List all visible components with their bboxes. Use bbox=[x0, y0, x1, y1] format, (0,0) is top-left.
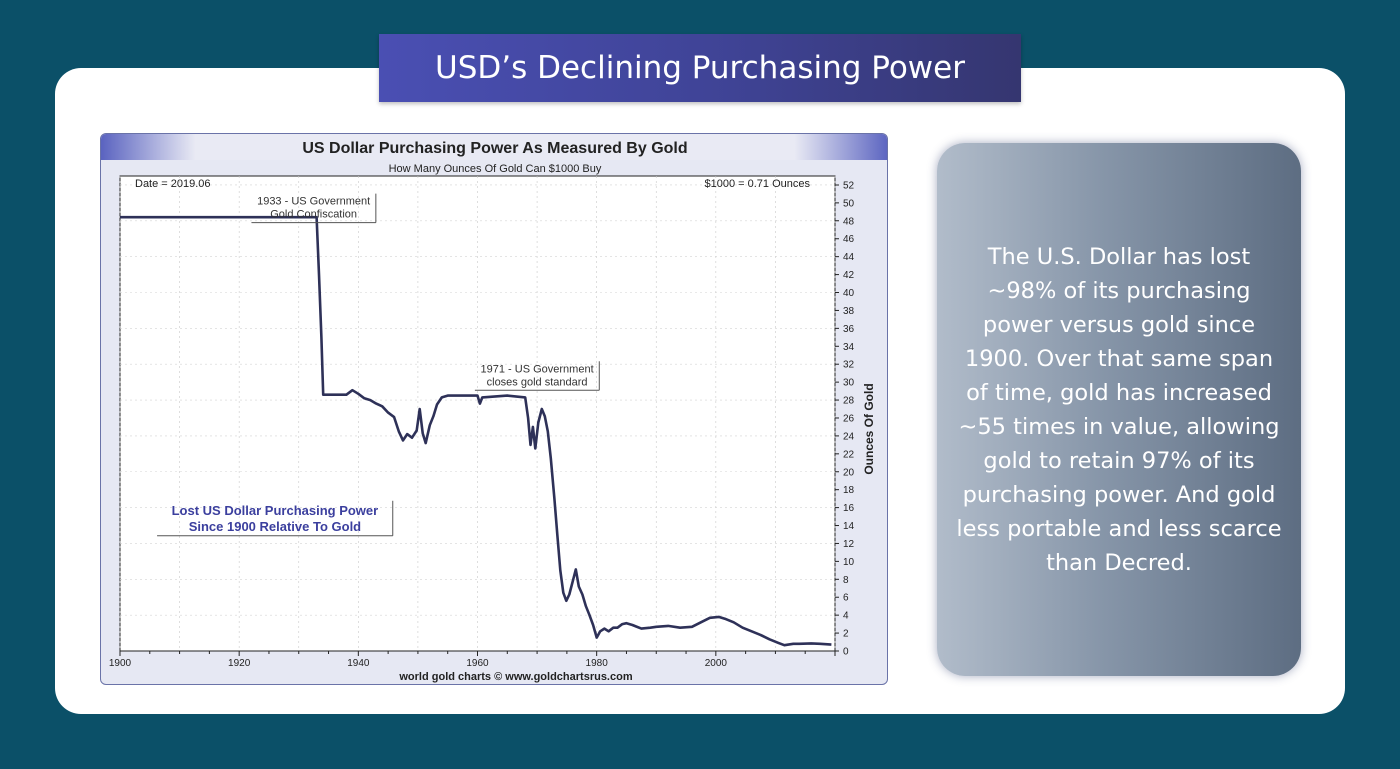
date-label: Date = 2019.06 bbox=[135, 178, 211, 190]
annotation-text: 1933 - US Government bbox=[257, 196, 370, 208]
y-tick-label: 24 bbox=[843, 431, 855, 442]
y-tick-label: 46 bbox=[843, 234, 855, 245]
grid-lines bbox=[119, 176, 836, 651]
side-panel: The U.S. Dollar has lost ~98% of its pur… bbox=[937, 143, 1301, 676]
y-tick-label: 42 bbox=[843, 270, 855, 281]
annotation-text: Since 1900 Relative To Gold bbox=[189, 519, 361, 534]
y-tick-label: 30 bbox=[843, 378, 855, 389]
gold-chart: US Dollar Purchasing Power As Measured B… bbox=[101, 134, 887, 683]
x-axis: 1900 1920 1940 1960 1980 2000 bbox=[109, 651, 836, 669]
x-tick-label: 1920 bbox=[228, 658, 251, 669]
y-tick-label: 18 bbox=[843, 485, 855, 496]
x-tick-label: 2000 bbox=[705, 658, 728, 669]
y-tick-label: 48 bbox=[843, 216, 855, 227]
purchasing-power-line bbox=[120, 215, 832, 647]
annotation-text: Gold Confiscation bbox=[270, 209, 357, 221]
chart-frame: US Dollar Purchasing Power As Measured B… bbox=[100, 133, 888, 685]
y-tick-label: 12 bbox=[843, 539, 855, 550]
banner-title: USD’s Declining Purchasing Power bbox=[379, 34, 1021, 102]
x-tick-label: 1900 bbox=[109, 658, 132, 669]
y-tick-label: 2 bbox=[843, 629, 849, 640]
annotation-text: 1971 - US Government bbox=[481, 363, 594, 375]
y-tick-label: 22 bbox=[843, 449, 855, 460]
y-tick-label: 44 bbox=[843, 252, 855, 263]
x-tick-label: 1940 bbox=[347, 658, 370, 669]
y-tick-label: 8 bbox=[843, 575, 849, 586]
x-tick-label: 1980 bbox=[586, 658, 609, 669]
value-label: $1000 = 0.71 Ounces bbox=[705, 178, 811, 190]
chart-source: world gold charts © www.goldchartsrus.co… bbox=[398, 671, 632, 683]
y-tick-label: 0 bbox=[843, 647, 849, 658]
chart-subtitle: How Many Ounces Of Gold Can $1000 Buy bbox=[389, 163, 602, 175]
y-tick-label: 40 bbox=[843, 288, 855, 299]
y-tick-label: 50 bbox=[843, 198, 855, 209]
y-tick-label: 16 bbox=[843, 503, 855, 514]
chart-title-bar bbox=[101, 134, 887, 160]
y-tick-label: 4 bbox=[843, 611, 849, 622]
y-tick-label: 10 bbox=[843, 557, 855, 568]
y-tick-label: 28 bbox=[843, 396, 855, 407]
y-tick-label: 6 bbox=[843, 593, 849, 604]
y-tick-label: 20 bbox=[843, 467, 855, 478]
annotation-text: closes gold standard bbox=[487, 376, 588, 388]
y-axis: 0246810121416182022242628303234363840424… bbox=[835, 180, 855, 658]
chart-title: US Dollar Purchasing Power As Measured B… bbox=[302, 140, 687, 157]
y-tick-label: 36 bbox=[843, 324, 855, 335]
y-tick-label: 52 bbox=[843, 180, 855, 191]
x-tick-label: 1960 bbox=[466, 658, 489, 669]
y-tick-label: 38 bbox=[843, 306, 855, 317]
annotation-text: Lost US Dollar Purchasing Power bbox=[172, 503, 379, 518]
side-panel-text: The U.S. Dollar has lost ~98% of its pur… bbox=[956, 243, 1282, 576]
y-tick-label: 14 bbox=[843, 521, 855, 532]
y-tick-label: 34 bbox=[843, 342, 855, 353]
y-tick-label: 26 bbox=[843, 413, 855, 424]
y-axis-label: Ounces Of Gold bbox=[862, 383, 876, 474]
y-tick-label: 32 bbox=[843, 360, 855, 371]
